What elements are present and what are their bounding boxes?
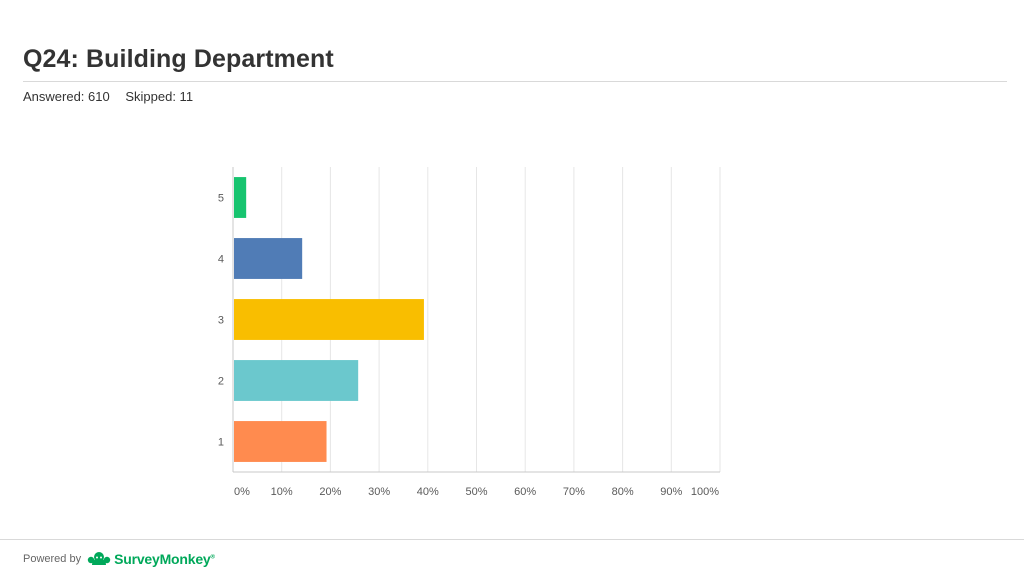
- x-tick-label: 70%: [563, 486, 585, 498]
- x-tick-label: 30%: [368, 486, 390, 498]
- x-tick-label: 0%: [234, 486, 250, 498]
- x-tick-label: 20%: [319, 486, 341, 498]
- title-divider: [23, 81, 1007, 82]
- trademark-mark: ®: [210, 554, 215, 561]
- response-stats: Answered: 610 Skipped: 11: [23, 89, 193, 104]
- surveymonkey-brand: SurveyMonkey®: [114, 551, 215, 567]
- footer: Powered by SurveyMonkey®: [23, 548, 215, 570]
- x-tick-label: 60%: [514, 486, 536, 498]
- chart-labels: 0% 10% 20% 30% 40% 50% 60% 70% 80% 90% 100% 5 4 3 2 1: [218, 193, 719, 499]
- bar-1: [234, 421, 327, 462]
- answered-count: Answered: 610: [23, 89, 110, 104]
- surveymonkey-logo[interactable]: SurveyMonkey®: [87, 551, 215, 567]
- skipped-count: Skipped: 11: [125, 89, 194, 104]
- category-label-2: 2: [218, 376, 224, 388]
- chart-bars: [234, 177, 424, 462]
- powered-by-label: Powered by: [23, 553, 82, 565]
- page-title: Q24: Building Department: [23, 45, 334, 73]
- chart-gridlines: [281, 167, 721, 472]
- category-label-4: 4: [218, 254, 224, 266]
- footer-divider: [0, 539, 1024, 540]
- x-tick-label: 10%: [271, 486, 293, 498]
- category-label-5: 5: [218, 193, 224, 205]
- x-tick-label: 40%: [417, 486, 439, 498]
- bar-3: [234, 299, 424, 340]
- x-tick-label: 80%: [612, 486, 634, 498]
- x-tick-label: 50%: [465, 486, 487, 498]
- bar-2: [234, 360, 359, 401]
- bar-5: [234, 177, 247, 218]
- category-label-3: 3: [218, 315, 224, 327]
- bar-4: [234, 238, 303, 279]
- x-tick-label: 100%: [691, 486, 719, 498]
- x-tick-label: 90%: [660, 486, 682, 498]
- category-label-1: 1: [218, 437, 224, 449]
- surveymonkey-logo-icon: [87, 552, 111, 565]
- chart-axes: [232, 167, 720, 473]
